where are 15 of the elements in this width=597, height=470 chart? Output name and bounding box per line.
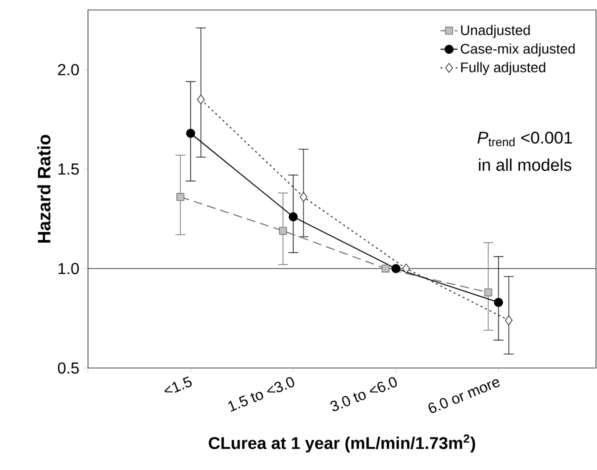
annotation: P$_{trend}$ <0.001 [478,132,572,146]
legend-label: Fully adjusted [461,62,546,76]
y-tick-label: 1.0 [58,262,79,274]
y-tick-label: 0.5 [58,362,79,374]
legend-label: Case-mix adjusted [460,43,575,56]
legend-label: Unadjusted [461,24,530,38]
x-axis-title: CLurea at 1 year (mL/min/1.73m$^{2}$) [208,434,476,452]
y-tick-label: 1.5 [58,164,79,175]
x-tick-label: 6.0 or more [428,379,500,413]
y-tick-label: 2.0 [58,64,79,76]
x-tick-label: <1.5 [164,376,192,393]
y-axis-title: Hazard Ratio [37,134,50,243]
x-tick-label: 1.5 to <3.0 [228,377,294,412]
annotation: in all models [478,158,572,171]
x-tick-label: 3.0 to <6.0 [330,377,397,412]
